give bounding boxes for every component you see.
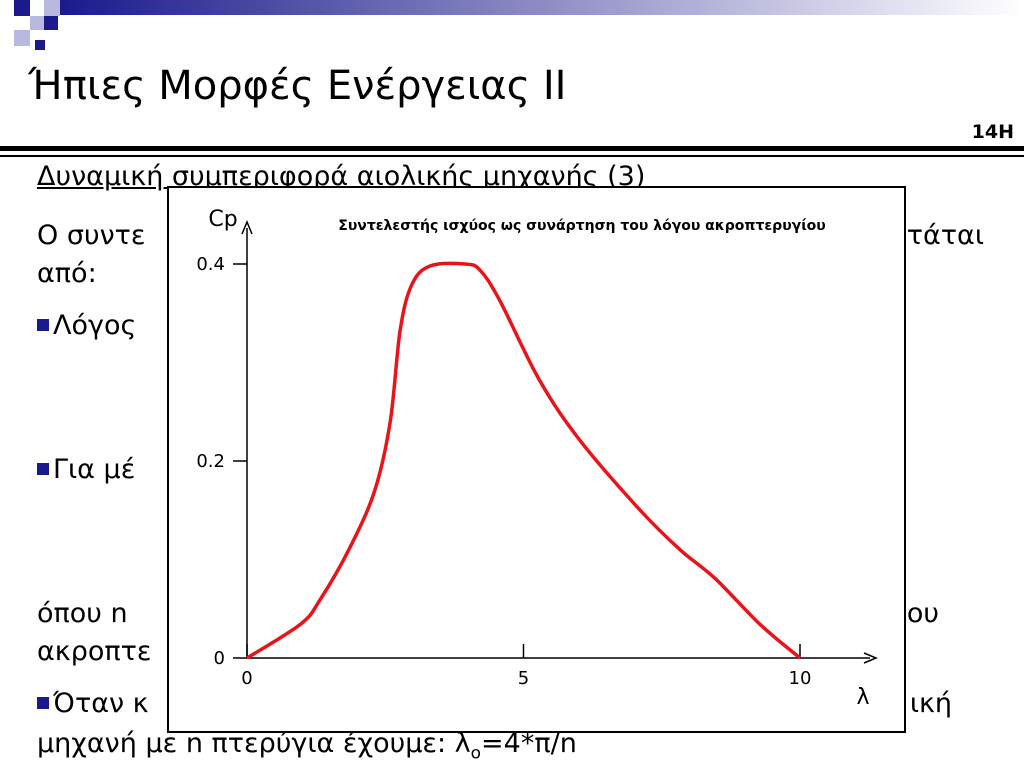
slide-title: Ήπιες Μορφές Ενέργειας ΙΙ [28, 63, 567, 109]
text: =4*π/n [481, 728, 577, 759]
text: όπου n [37, 598, 128, 629]
bullet-text: Λόγος [53, 310, 137, 341]
text: ακροπτε [37, 636, 152, 667]
bullet-text: Για μέ [53, 454, 136, 485]
text: Ο συντε [37, 220, 146, 251]
chart: Cp λ Συντελεστής ισχύος ως συνάρτηση του… [167, 186, 906, 733]
chart-title: Συντελεστής ισχύος ως συνάρτηση του λόγο… [338, 218, 825, 234]
text: ική [909, 688, 952, 719]
x-axis-label: λ [856, 685, 869, 710]
text: o [470, 743, 482, 764]
page-number: 14Η [971, 121, 1014, 143]
x-tick-label: 10 [789, 668, 812, 689]
text: τάται [906, 220, 984, 251]
text: μηχανή με n πτερύγια έχουμε: λ [37, 728, 471, 759]
y-tick-label: 0.2 [196, 451, 225, 472]
curve [246, 261, 802, 660]
bullet-text: Όταν κ [53, 688, 149, 719]
y-tick-label: 0 [214, 648, 225, 669]
y-tick-label: 0.4 [196, 254, 225, 275]
y-axis-label: Cp [208, 207, 237, 232]
subtitle: Δυναμική συμπεριφορά αιολικής μηχανής (3… [37, 161, 646, 192]
text: μηχανή με n πτερύγια έχουμε: λo=4*π/n [37, 730, 577, 762]
text: ου [906, 598, 939, 629]
x-tick-label: 0 [241, 668, 252, 689]
text: από: [37, 258, 97, 289]
x-tick-label: 5 [518, 668, 529, 689]
header-decoration [0, 0, 1024, 157]
